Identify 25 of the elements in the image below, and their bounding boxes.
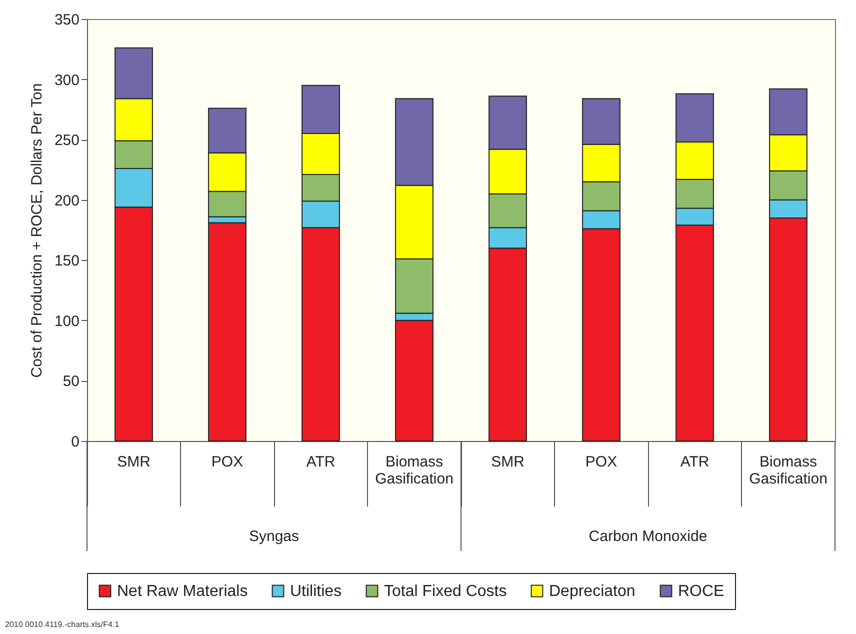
x-tick-label: POX <box>211 454 244 470</box>
x-tick-label: Biomass Gasification <box>375 454 454 488</box>
x-tick-label: ATR <box>680 454 710 470</box>
x-tick-label: ATR <box>306 454 336 470</box>
text: Carbon Monoxide <box>588 528 708 545</box>
text: 2010 0010.4119.-charts.xls/F4.1 <box>5 620 120 629</box>
y-tick-label: 100 <box>54 312 80 330</box>
legend-label: Depreciaton <box>549 583 636 600</box>
x-tick-label: POX <box>585 454 618 470</box>
x-tick-label: Biomass Gasification <box>749 454 828 488</box>
legend-label: Utilities <box>290 583 342 600</box>
y-tick-label: 300 <box>54 72 80 89</box>
y-tick-label: 350 <box>54 12 80 28</box>
legend-label: Net Raw Materials <box>117 583 248 600</box>
legend-label: Total Fixed Costs <box>384 583 507 600</box>
y-tick-label: 200 <box>54 192 80 210</box>
text: Syngas <box>248 528 300 545</box>
y-axis-title: Cost of Production + ROCE, Dollars Per Ton <box>28 83 46 378</box>
y-tick-label: 250 <box>54 132 80 150</box>
y-tick-label: 150 <box>54 252 80 270</box>
x-tick-label: SMR <box>117 454 151 470</box>
y-tick-label: 0 <box>71 434 80 450</box>
legend-label: ROCE <box>678 583 724 600</box>
y-tick-label: 50 <box>62 373 80 390</box>
x-tick-label: SMR <box>491 454 525 470</box>
